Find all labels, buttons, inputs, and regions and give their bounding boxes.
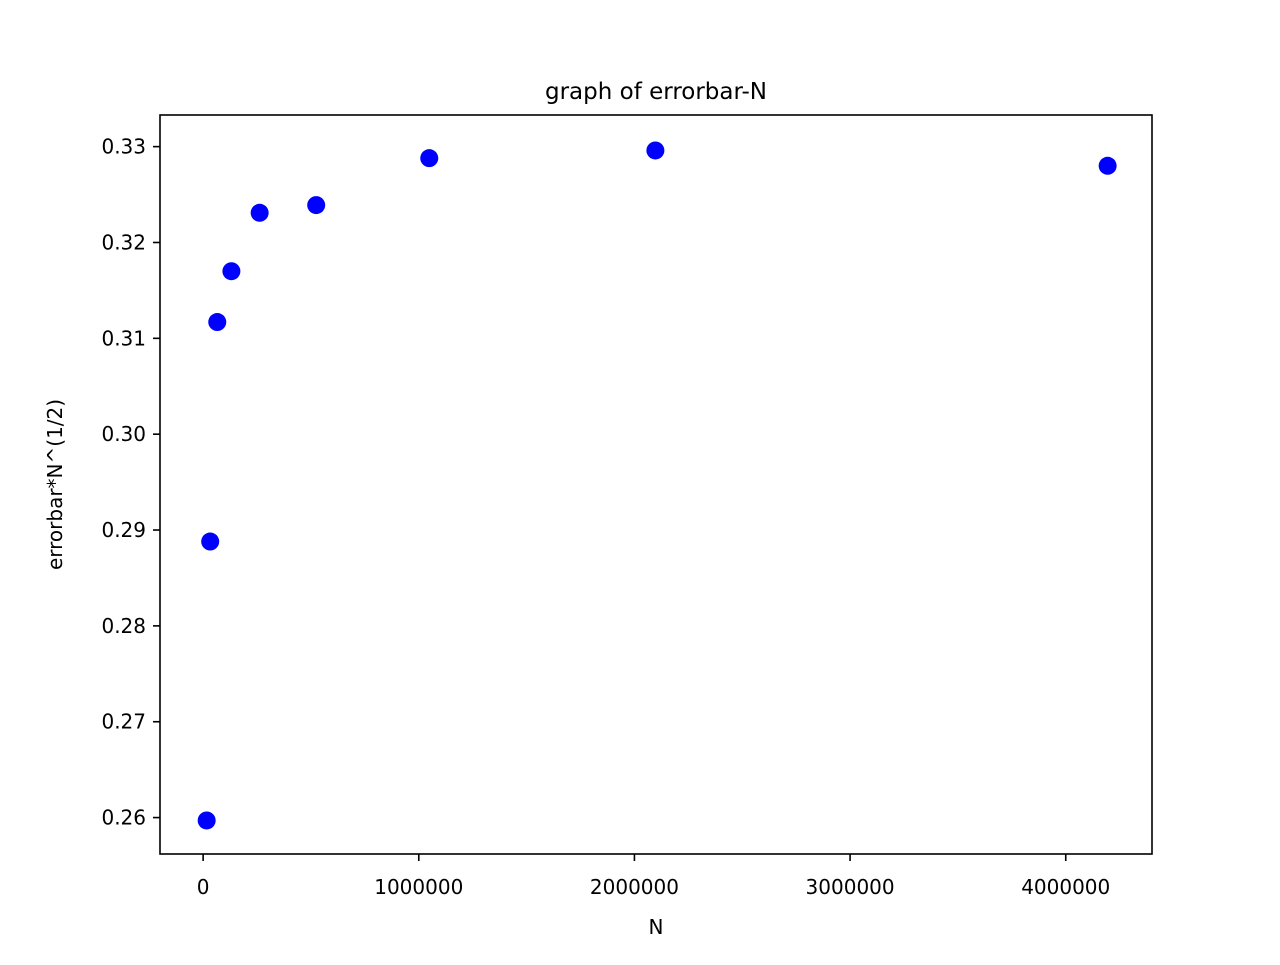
data-point bbox=[1098, 156, 1117, 175]
y-tick-label: 0.27 bbox=[101, 710, 146, 734]
x-tick-label: 0 bbox=[197, 875, 210, 899]
x-tick-label: 4000000 bbox=[1021, 875, 1110, 899]
y-tick-label: 0.33 bbox=[101, 135, 146, 159]
y-axis-ticks: 0.26 0.27 0.28 0.29 0.30 0.31 0.32 0.33 bbox=[101, 135, 160, 830]
data-point bbox=[222, 262, 241, 281]
y-tick-label: 0.31 bbox=[101, 326, 146, 350]
y-tick-label: 0.29 bbox=[101, 518, 146, 542]
data-point bbox=[201, 532, 220, 551]
y-tick-label: 0.30 bbox=[101, 422, 146, 446]
y-axis-label: errorbar*N^(1/2) bbox=[43, 399, 67, 570]
data-point bbox=[420, 149, 439, 168]
data-point bbox=[646, 141, 665, 160]
y-tick-label: 0.28 bbox=[101, 614, 146, 638]
x-tick-label: 1000000 bbox=[374, 875, 463, 899]
plot-frame bbox=[159, 114, 1153, 855]
data-point bbox=[197, 811, 216, 830]
x-tick-label: 2000000 bbox=[590, 875, 679, 899]
y-tick-label: 0.26 bbox=[101, 806, 146, 830]
data-point bbox=[250, 203, 269, 222]
chart-title: graph of errorbar-N bbox=[545, 79, 767, 105]
data-points bbox=[197, 141, 1117, 830]
data-point bbox=[208, 313, 227, 332]
data-point bbox=[307, 196, 326, 215]
x-axis-label: N bbox=[649, 915, 664, 939]
x-tick-label: 3000000 bbox=[806, 875, 895, 899]
x-axis-ticks: 0 1000000 2000000 3000000 4000000 bbox=[197, 854, 1110, 899]
y-tick-label: 0.32 bbox=[101, 230, 146, 254]
